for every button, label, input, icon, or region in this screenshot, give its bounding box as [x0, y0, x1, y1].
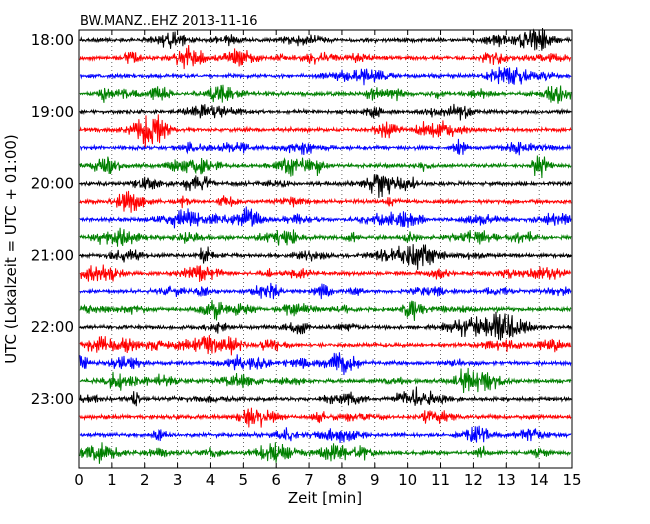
trace-row-5 [79, 114, 572, 148]
x-tick-label-2: 2 [140, 471, 150, 489]
x-tick-label-9: 9 [370, 471, 380, 489]
x-tick-label-15: 15 [562, 471, 581, 489]
trace-row-8 [79, 174, 572, 198]
y-tick-label-5: 23:00 [31, 390, 74, 408]
x-tick-label-8: 8 [337, 471, 347, 489]
trace-row-11 [79, 227, 572, 247]
trace-layer [79, 28, 572, 464]
x-tick-label-12: 12 [464, 471, 483, 489]
y-tick-label-1: 19:00 [31, 103, 74, 121]
trace-row-16 [79, 311, 572, 341]
x-tick-label-1: 1 [107, 471, 117, 489]
trace-row-10 [79, 206, 572, 229]
y-axis-label: UTC (Lokalzeit = UTC + 01:00) [2, 134, 20, 364]
x-tick-label-7: 7 [304, 471, 314, 489]
trace-row-14 [79, 282, 572, 300]
trace-row-9 [79, 190, 572, 213]
x-tick-label-4: 4 [206, 471, 216, 489]
trace-row-22 [79, 425, 572, 444]
tick-layer [78, 30, 573, 468]
trace-row-1 [79, 45, 572, 70]
x-tick-label-6: 6 [271, 471, 281, 489]
trace-row-21 [79, 407, 572, 428]
trace-row-15 [79, 299, 572, 321]
trace-row-3 [79, 84, 572, 104]
x-tick-label-13: 13 [497, 471, 516, 489]
trace-row-12 [79, 244, 572, 270]
trace-row-13 [79, 264, 572, 283]
trace-row-17 [79, 335, 572, 356]
x-tick-label-14: 14 [530, 471, 549, 489]
x-tick-label-5: 5 [239, 471, 249, 489]
x-tick-label-11: 11 [431, 471, 450, 489]
trace-row-6 [79, 138, 572, 156]
x-tick-label-10: 10 [398, 471, 417, 489]
x-tick-label-3: 3 [173, 471, 183, 489]
trace-row-23 [79, 442, 572, 464]
plot-frame [78, 29, 573, 469]
trace-row-0 [79, 28, 572, 51]
trace-row-20 [79, 386, 572, 407]
y-tick-label-0: 18:00 [31, 31, 74, 49]
x-tick-label-0: 0 [74, 471, 84, 489]
y-tick-label-4: 22:00 [31, 318, 74, 336]
y-tick-label-2: 20:00 [31, 175, 74, 193]
x-axis-label: Zeit [min] [288, 489, 362, 507]
chart-title: BW.MANZ..EHZ 2013-11-16 [80, 14, 258, 29]
x-tick-labels: 0 1 2 3 4 5 6 7 8 9 10 11 12 13 14 15 [74, 471, 581, 489]
y-tick-labels: 18:00 19:00 20:00 21:00 22:00 23:00 [31, 31, 74, 408]
trace-row-4 [79, 103, 572, 121]
trace-row-7 [79, 155, 572, 179]
plot-area [79, 30, 572, 468]
trace-row-19 [79, 367, 572, 393]
trace-row-18 [79, 352, 572, 375]
trace-row-2 [79, 66, 572, 86]
y-tick-label-3: 21:00 [31, 246, 74, 264]
